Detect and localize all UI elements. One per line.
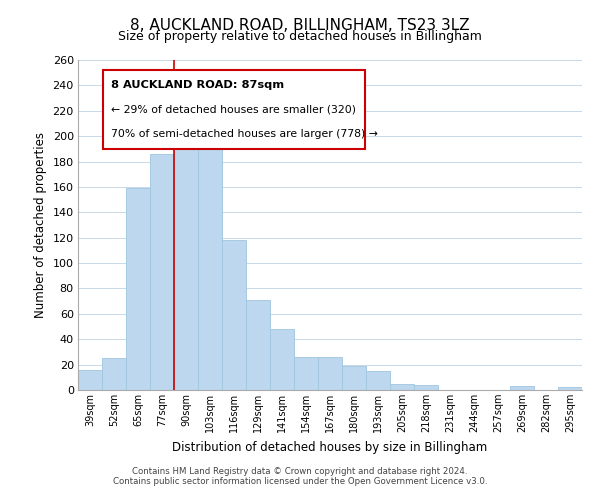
Text: Contains HM Land Registry data © Crown copyright and database right 2024.: Contains HM Land Registry data © Crown c… [132,467,468,476]
Bar [174,124,198,390]
Text: ← 29% of detached houses are smaller (320): ← 29% of detached houses are smaller (32… [111,104,356,115]
Bar [294,357,318,390]
Bar [78,370,102,390]
Bar [390,384,414,390]
Bar [126,188,150,390]
Bar [510,386,534,390]
Bar [198,117,222,390]
Text: Size of property relative to detached houses in Billingham: Size of property relative to detached ho… [118,30,482,43]
Text: 8 AUCKLAND ROAD: 87sqm: 8 AUCKLAND ROAD: 87sqm [111,80,284,90]
Text: 8, AUCKLAND ROAD, BILLINGHAM, TS23 3LZ: 8, AUCKLAND ROAD, BILLINGHAM, TS23 3LZ [130,18,470,32]
Bar [102,358,126,390]
Bar [414,385,438,390]
X-axis label: Distribution of detached houses by size in Billingham: Distribution of detached houses by size … [172,440,488,454]
Bar [366,371,390,390]
Bar [150,154,174,390]
Bar [558,388,582,390]
Y-axis label: Number of detached properties: Number of detached properties [34,132,47,318]
Bar [222,240,246,390]
Bar [318,357,342,390]
Bar [342,366,366,390]
Text: Contains public sector information licensed under the Open Government Licence v3: Contains public sector information licen… [113,477,487,486]
Bar [270,329,294,390]
Bar [103,70,365,149]
Bar [246,300,270,390]
Text: 70% of semi-detached houses are larger (778) →: 70% of semi-detached houses are larger (… [111,130,377,140]
